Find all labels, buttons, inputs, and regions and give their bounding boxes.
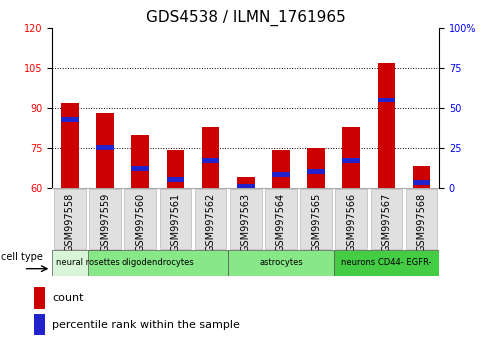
Text: oligodendrocytes: oligodendrocytes	[121, 258, 194, 267]
FancyBboxPatch shape	[160, 189, 191, 249]
FancyBboxPatch shape	[265, 189, 297, 249]
FancyBboxPatch shape	[335, 189, 367, 249]
Bar	[378, 63, 395, 188]
Bar	[413, 181, 430, 185]
Bar	[167, 150, 184, 188]
FancyBboxPatch shape	[124, 189, 156, 249]
Bar	[237, 184, 254, 188]
FancyBboxPatch shape	[230, 189, 261, 249]
FancyBboxPatch shape	[54, 189, 86, 249]
Text: GSM997565: GSM997565	[311, 193, 321, 252]
Text: GSM997560: GSM997560	[135, 193, 145, 252]
Bar	[61, 103, 79, 188]
FancyBboxPatch shape	[195, 189, 227, 249]
Text: cell type: cell type	[1, 252, 43, 262]
FancyBboxPatch shape	[406, 189, 437, 249]
Bar	[237, 177, 254, 188]
Text: GSM997561: GSM997561	[171, 193, 181, 252]
Bar	[96, 145, 114, 150]
Text: neural rosettes: neural rosettes	[55, 258, 119, 267]
Text: neurons CD44- EGFR-: neurons CD44- EGFR-	[341, 258, 432, 267]
Bar	[167, 177, 184, 182]
Bar	[52, 250, 123, 276]
Bar	[202, 127, 220, 188]
Text: GSM997564: GSM997564	[276, 193, 286, 252]
Text: GSM997562: GSM997562	[206, 193, 216, 252]
Bar	[272, 150, 290, 188]
Title: GDS4538 / ILMN_1761965: GDS4538 / ILMN_1761965	[146, 9, 346, 25]
FancyBboxPatch shape	[300, 189, 332, 249]
Bar	[272, 172, 290, 177]
FancyBboxPatch shape	[371, 189, 402, 249]
Bar	[202, 158, 220, 163]
Bar	[61, 117, 79, 121]
Text: astrocytes: astrocytes	[259, 258, 303, 267]
Text: GSM997566: GSM997566	[346, 193, 356, 252]
Bar	[96, 113, 114, 188]
Text: count: count	[52, 293, 83, 303]
Bar	[34, 314, 45, 335]
Text: GSM997559: GSM997559	[100, 193, 110, 252]
Text: GSM997568: GSM997568	[417, 193, 427, 252]
FancyBboxPatch shape	[89, 189, 121, 249]
Bar	[342, 158, 360, 163]
Bar	[307, 169, 325, 174]
Bar	[413, 166, 430, 188]
Text: GSM997567: GSM997567	[381, 193, 391, 252]
Bar	[342, 127, 360, 188]
Bar	[307, 148, 325, 188]
Text: GSM997558: GSM997558	[65, 193, 75, 252]
Bar	[378, 98, 395, 102]
Text: GSM997563: GSM997563	[241, 193, 251, 252]
Bar	[132, 166, 149, 171]
Bar	[228, 250, 334, 276]
Bar	[132, 135, 149, 188]
Bar	[334, 250, 439, 276]
Text: percentile rank within the sample: percentile rank within the sample	[52, 320, 240, 330]
Bar	[34, 287, 45, 309]
Bar	[87, 250, 228, 276]
